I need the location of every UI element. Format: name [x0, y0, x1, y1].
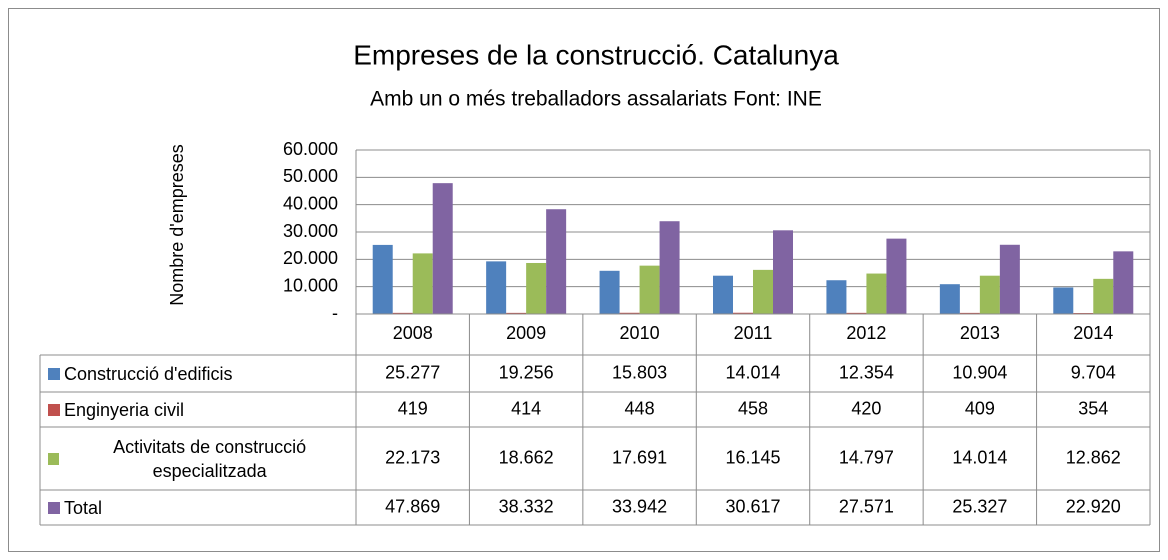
table-value: 12.862: [1066, 447, 1121, 467]
bar: [546, 209, 567, 314]
bar: [713, 275, 733, 314]
chart-frame: [8, 8, 1160, 552]
bar: [773, 230, 793, 314]
table-value: 458: [738, 398, 768, 418]
table-value: 12.354: [839, 362, 894, 382]
bar: [1053, 287, 1074, 314]
table-value: 38.332: [499, 496, 554, 516]
bar: [599, 270, 620, 314]
table-value: 14.014: [952, 447, 1007, 467]
legend-key: [48, 452, 60, 465]
x-tick-label: 2010: [620, 323, 660, 343]
x-tick-label: 2011: [734, 323, 773, 343]
bar: [526, 262, 547, 314]
table-value: 33.942: [612, 496, 667, 516]
table-value: 17.691: [612, 447, 667, 467]
bar: [619, 312, 640, 314]
legend-label: Total: [64, 497, 103, 518]
legend-entry: Activitats de construcció especialitzada: [40, 427, 356, 490]
table-value: 18.662: [499, 447, 554, 467]
bar: [846, 312, 867, 314]
bar: [886, 238, 907, 314]
bar: [753, 269, 773, 314]
legend-key: [48, 403, 60, 416]
table-value: 25.277: [385, 362, 440, 382]
table-value: 10.904: [952, 362, 1007, 382]
table-value: 47.869: [385, 496, 440, 516]
table-value: 19.256: [499, 362, 554, 382]
table-value: 16.145: [725, 447, 780, 467]
y-tick-label: -: [332, 303, 338, 323]
bar: [979, 275, 1000, 314]
table-value: 14.014: [725, 362, 780, 382]
x-tick-label: 2014: [1073, 323, 1113, 343]
bar: [733, 312, 753, 314]
bar: [506, 312, 527, 314]
bar: [939, 284, 960, 314]
bar: [826, 280, 847, 314]
legend-entry: Total: [40, 490, 356, 525]
table-value: 30.617: [725, 496, 780, 516]
y-tick-label: 10.000: [283, 275, 338, 295]
bar: [1093, 278, 1114, 314]
bar: [866, 273, 887, 314]
chart-subtitle: Amb un o més treballadors assalariats Fo…: [370, 88, 822, 111]
bar: [999, 244, 1020, 314]
table-value: 419: [398, 398, 428, 418]
table-value: 448: [625, 398, 655, 418]
x-tick-label: 2009: [506, 323, 546, 343]
table-value: 22.920: [1066, 496, 1121, 516]
y-tick-label: 60.000: [283, 139, 338, 159]
y-tick-label: 50.000: [283, 166, 338, 186]
legend-entry: Construcció d'edificis: [40, 355, 356, 392]
legend-label: Activitats de construcció especialitzada: [113, 436, 307, 481]
legend-key: [48, 367, 60, 380]
bar: [959, 312, 980, 314]
legend-label: Construcció d'edificis: [64, 363, 233, 384]
table-value: 14.797: [839, 447, 894, 467]
bar: [486, 261, 507, 314]
bar: [639, 265, 660, 314]
table-value: 414: [511, 398, 541, 418]
y-tick-label: 30.000: [283, 221, 338, 241]
chart-title: Empreses de la construcció. Catalunya: [353, 39, 839, 70]
y-tick-label: 20.000: [283, 248, 338, 268]
bar: [1113, 251, 1134, 314]
y-axis-label: Nombre d'empreses: [167, 144, 187, 306]
x-tick-label: 2012: [846, 323, 886, 343]
table-value: 409: [965, 398, 995, 418]
x-tick-label: 2008: [393, 323, 433, 343]
table-value: 25.327: [952, 496, 1007, 516]
table-value: 15.803: [612, 362, 667, 382]
bar: [392, 312, 413, 314]
x-tick-label: 2013: [960, 323, 1000, 343]
bar: [659, 221, 680, 314]
table-value: 354: [1078, 398, 1108, 418]
legend-entry: Enginyeria civil: [40, 392, 356, 427]
table-value: 27.571: [839, 496, 894, 516]
table-value: 9.704: [1071, 362, 1116, 382]
y-tick-label: 40.000: [283, 193, 338, 213]
legend-key: [48, 501, 60, 514]
table-value: 22.173: [385, 447, 440, 467]
bar: [412, 253, 433, 314]
legend-label: Enginyeria civil: [64, 399, 185, 420]
bar: [432, 183, 453, 314]
table-value: 420: [851, 398, 881, 418]
bar: [372, 244, 393, 314]
